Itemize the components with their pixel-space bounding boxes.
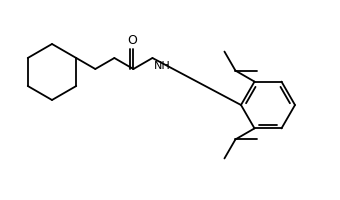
Text: O: O (127, 34, 137, 47)
Text: NH: NH (153, 61, 170, 71)
